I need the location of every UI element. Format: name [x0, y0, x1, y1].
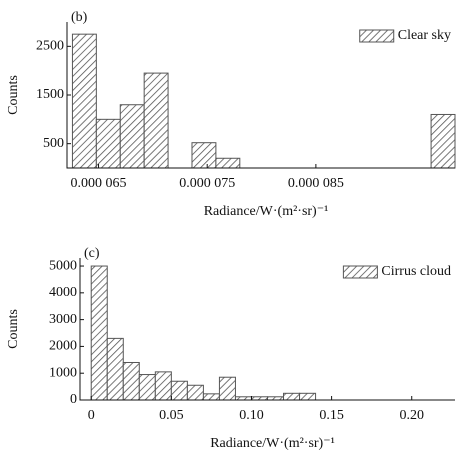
x-axis-label: Radiance/W·(m²·sr)⁻¹: [204, 204, 329, 219]
histogram-bar: [71, 33, 97, 169]
histogram-bar: [95, 118, 121, 169]
panel-label: (c): [84, 246, 100, 261]
histogram-bar: [430, 113, 456, 169]
x-axis-label: Radiance/W·(m²·sr)⁻¹: [210, 436, 335, 451]
histogram-bar: [191, 142, 217, 169]
histogram-bar: [154, 371, 172, 401]
y-tick-label: 1000: [49, 365, 77, 380]
histogram-bar: [215, 157, 241, 169]
legend-label: Cirrus cloud: [381, 264, 451, 279]
x-tick-label: 0.15: [319, 408, 344, 423]
x-tick-label: 0.05: [159, 408, 184, 423]
y-tick-label: 0: [70, 392, 77, 407]
histogram-bar: [299, 392, 317, 401]
x-tick-label: 0.000 085: [288, 176, 344, 191]
y-tick-label: 3000: [49, 312, 77, 327]
x-tick-label: 0: [88, 408, 95, 423]
histogram-bar: [218, 376, 236, 401]
x-tick-label: 0.000 065: [71, 176, 127, 191]
y-axis-label: Counts: [6, 75, 21, 115]
y-tick-label: 1500: [36, 87, 64, 102]
y-tick-label: 2000: [49, 339, 77, 354]
histogram-bar: [170, 380, 188, 401]
histogram-bar: [90, 265, 108, 401]
histogram-bar: [122, 361, 140, 401]
histogram-bar: [119, 104, 145, 169]
y-tick-label: 500: [43, 136, 64, 151]
x-tick-label: 0.10: [239, 408, 264, 423]
histogram-bar: [143, 72, 169, 169]
x-tick-label: 0.20: [399, 408, 424, 423]
panel-label: (b): [71, 10, 88, 25]
legend-swatch: [342, 265, 378, 279]
legend-swatch: [359, 29, 395, 43]
histogram-bar: [283, 392, 301, 401]
y-tick-label: 2500: [36, 39, 64, 54]
y-tick-label: 5000: [49, 258, 77, 273]
axes-frame: [66, 22, 455, 169]
y-tick-label: 4000: [49, 285, 77, 300]
histogram-bar: [138, 374, 156, 401]
legend-label: Clear sky: [398, 28, 451, 43]
histogram-bar: [106, 337, 124, 401]
histogram-bar: [202, 393, 220, 401]
x-tick-label: 0.000 075: [179, 176, 235, 191]
y-axis-label: Counts: [6, 309, 21, 349]
histogram-bar: [186, 384, 204, 401]
